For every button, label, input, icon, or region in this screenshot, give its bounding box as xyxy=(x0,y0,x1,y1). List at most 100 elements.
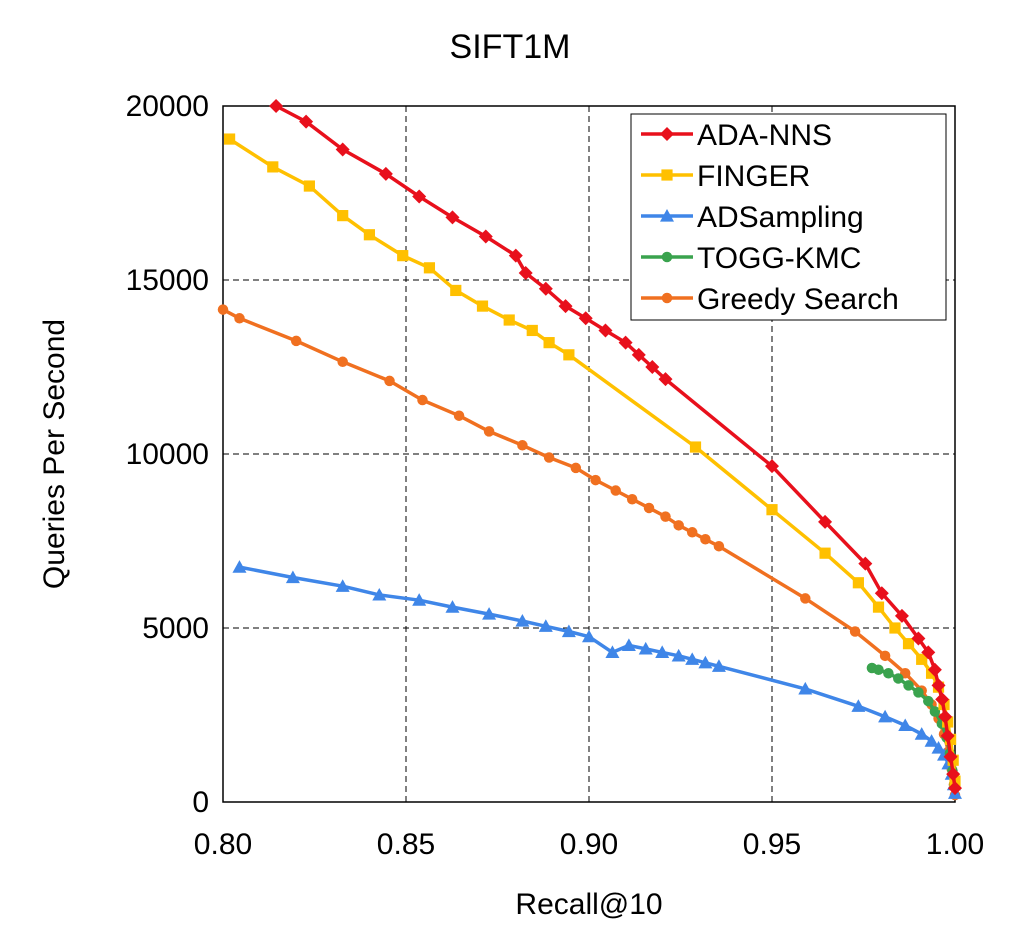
data-point xyxy=(689,441,702,453)
x-tick-label: 0.85 xyxy=(377,828,435,861)
data-point xyxy=(946,767,961,782)
data-point xyxy=(476,300,489,312)
data-point xyxy=(561,624,576,638)
data-point xyxy=(517,440,528,451)
data-point xyxy=(543,452,555,463)
data-point xyxy=(874,586,889,601)
data-point xyxy=(417,394,428,406)
x-tick-label: 0.80 xyxy=(194,828,252,861)
y-tick-labels: 0 5000 10000 15000 20000 xyxy=(126,90,209,819)
data-point xyxy=(713,540,725,552)
data-point xyxy=(290,335,302,347)
data-point xyxy=(412,593,427,606)
data-point xyxy=(445,600,460,613)
series-ada-nns xyxy=(269,99,962,796)
data-point xyxy=(299,114,314,129)
data-point xyxy=(453,410,465,421)
chart-title: SIFT1M xyxy=(450,28,571,66)
data-point xyxy=(943,749,958,764)
data-point xyxy=(578,311,593,326)
data-point xyxy=(940,728,955,743)
data-point xyxy=(269,99,284,113)
data-point xyxy=(686,527,698,538)
data-point xyxy=(626,493,638,505)
data-point xyxy=(518,266,533,281)
data-point xyxy=(526,324,538,337)
data-point xyxy=(711,659,726,672)
data-point xyxy=(605,645,620,658)
data-point xyxy=(450,284,462,297)
data-point xyxy=(483,426,495,437)
x-tick-label: 0.90 xyxy=(560,828,618,861)
data-point xyxy=(660,209,674,222)
data-point xyxy=(423,262,436,274)
data-point xyxy=(582,629,596,643)
data-point xyxy=(478,229,493,244)
data-point xyxy=(914,727,929,740)
data-point xyxy=(397,250,409,262)
x-axis-label: Recall@10 xyxy=(515,888,662,921)
data-point xyxy=(515,614,530,627)
x-tick-labels: 0.80 0.85 0.90 0.95 1.00 xyxy=(194,828,984,861)
data-point xyxy=(661,292,673,304)
data-point xyxy=(337,356,348,368)
data-point xyxy=(661,251,673,263)
x-tick-label: 0.95 xyxy=(743,828,801,861)
plot-frame xyxy=(222,105,956,803)
data-point xyxy=(948,781,962,796)
data-point xyxy=(538,281,553,296)
data-point xyxy=(590,474,601,486)
data-point xyxy=(363,229,375,241)
data-point xyxy=(217,304,229,315)
data-point xyxy=(378,166,393,181)
data-point xyxy=(267,161,279,173)
y-tick-label: 15000 xyxy=(126,264,209,297)
data-point xyxy=(894,608,909,623)
data-point xyxy=(543,337,555,349)
legend-label: ADA-NNS xyxy=(697,119,832,152)
data-point xyxy=(873,664,884,676)
data-point xyxy=(285,570,300,584)
data-point xyxy=(935,692,950,707)
grid xyxy=(223,106,955,802)
data-point xyxy=(661,169,673,181)
data-point xyxy=(798,681,813,695)
data-point xyxy=(800,593,811,604)
data-point xyxy=(598,323,613,338)
data-point xyxy=(673,520,684,531)
data-point xyxy=(883,667,894,679)
data-point xyxy=(643,502,655,514)
data-point xyxy=(902,638,915,650)
data-point xyxy=(234,313,245,324)
data-point xyxy=(852,577,864,589)
data-point xyxy=(700,534,711,545)
data-point xyxy=(942,716,954,728)
data-point xyxy=(538,619,553,632)
data-point xyxy=(903,680,914,691)
data-point xyxy=(878,709,893,723)
data-point xyxy=(872,601,885,613)
y-tick-label: 0 xyxy=(192,786,209,819)
data-point xyxy=(445,210,460,225)
data-point xyxy=(335,579,350,592)
data-point xyxy=(638,641,653,655)
legend-label: Greedy Search xyxy=(697,283,899,316)
data-point xyxy=(610,485,621,496)
data-point xyxy=(335,142,350,157)
data-point xyxy=(893,673,904,684)
data-point xyxy=(851,699,866,712)
data-point xyxy=(482,607,497,620)
data-point xyxy=(660,511,671,522)
data-point xyxy=(765,459,779,474)
data-point xyxy=(916,653,928,665)
legend-label: ADSampling xyxy=(697,201,864,234)
data-point xyxy=(889,622,901,634)
data-point xyxy=(658,372,673,387)
data-point xyxy=(223,133,236,145)
data-point xyxy=(558,299,573,314)
legend: ADA-NNS FINGER ADSampling TOGG-KMC Greedy Se… xyxy=(630,113,947,321)
series-adsampling xyxy=(232,560,962,799)
y-tick-label: 5000 xyxy=(142,612,209,645)
y-tick-label: 20000 xyxy=(126,90,209,123)
